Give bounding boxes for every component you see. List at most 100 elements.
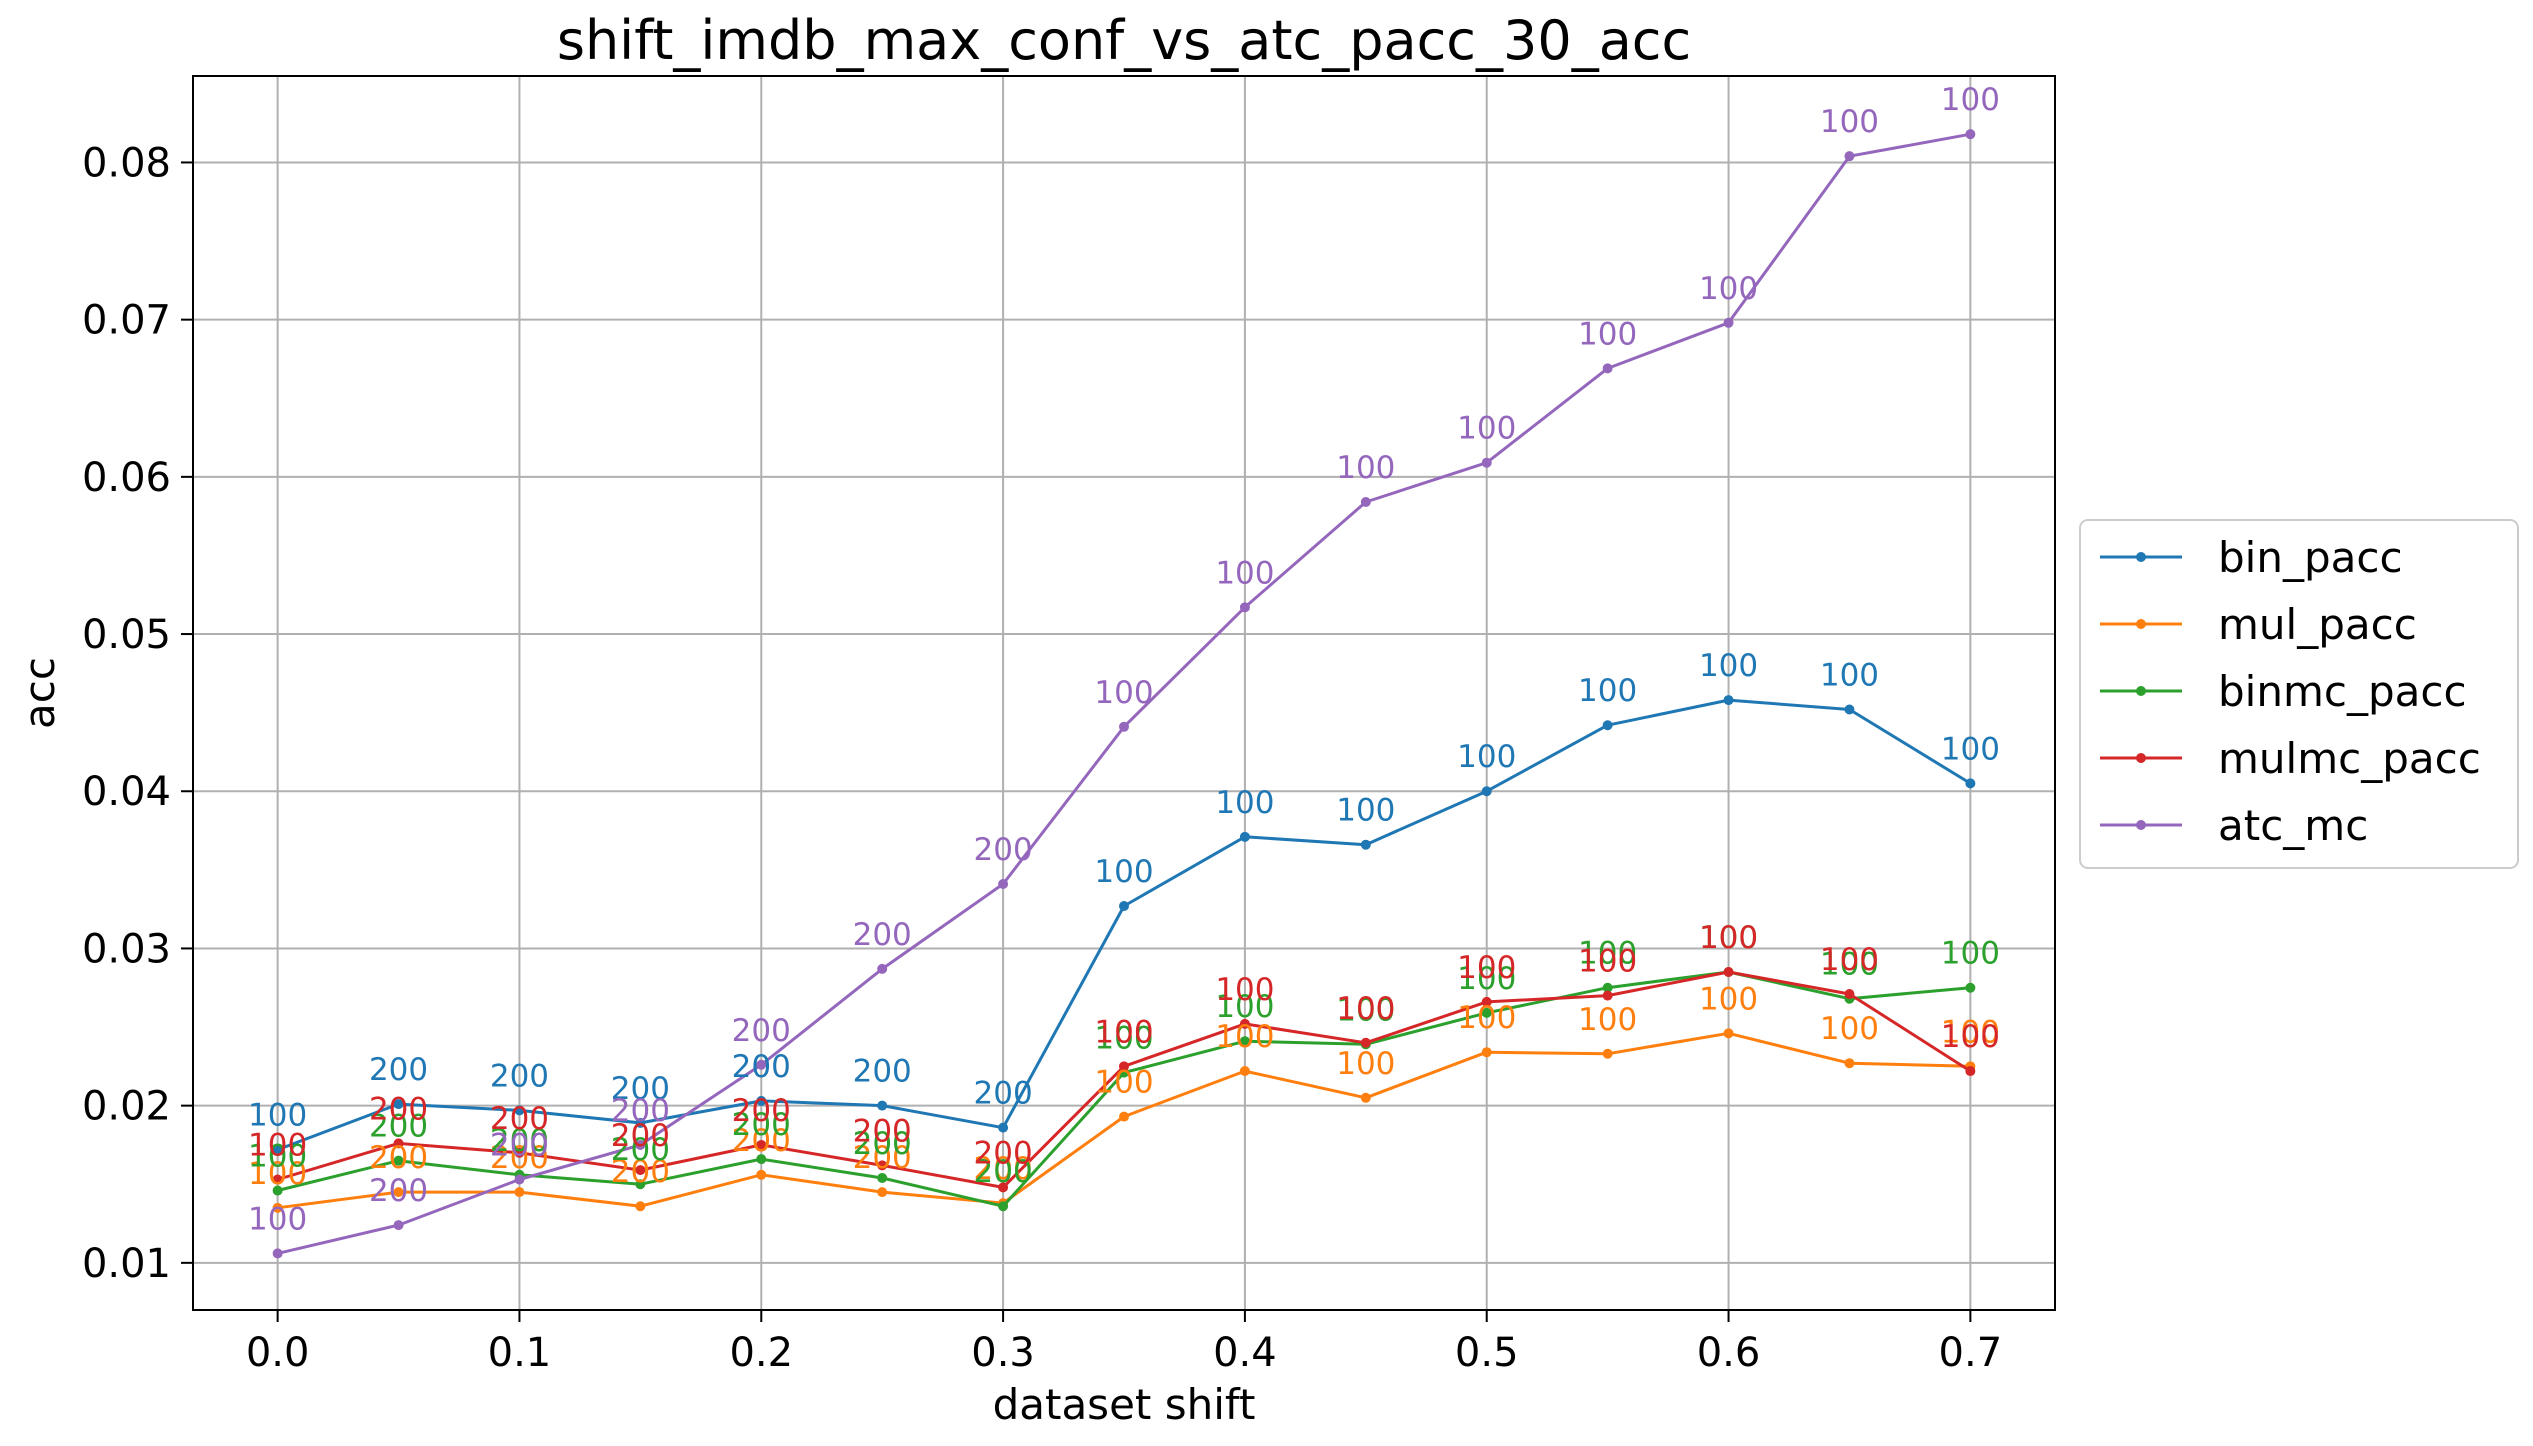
- data-label-binmc_pacc: 100: [1457, 961, 1516, 997]
- data-label-atc_mc: 100: [1094, 675, 1153, 711]
- x-tick-label: 0.0: [246, 1330, 310, 1376]
- data-label-atc_mc: 200: [369, 1173, 428, 1209]
- data-label-binmc_pacc: 100: [248, 1139, 307, 1175]
- x-tick-label: 0.6: [1697, 1330, 1761, 1376]
- data-point-atc_mc: [1723, 317, 1734, 328]
- data-label-bin_pacc: 100: [1941, 731, 2000, 767]
- data-label-bin_pacc: 100: [1699, 648, 1758, 684]
- series-bin_pacc: [272, 695, 1976, 1155]
- legend: bin_pacc mul_pacc binmc_pacc mulmc_pacc atc_…: [2079, 519, 2519, 869]
- data-point-binmc_pacc: [393, 1155, 404, 1166]
- data-point-bin_pacc: [877, 1100, 888, 1111]
- series-mulmc_pacc: [272, 967, 1976, 1193]
- data-label-binmc_pacc: 100: [1699, 920, 1758, 956]
- data-point-mul_pacc: [514, 1187, 525, 1198]
- data-label-binmc_pacc: 100: [1820, 947, 1879, 983]
- data-label-bin_pacc: 100: [1215, 785, 1274, 821]
- data-point-mul_pacc: [1481, 1047, 1492, 1058]
- data-label-bin_pacc: 100: [1457, 739, 1516, 775]
- data-label-bin_pacc: 100: [1820, 658, 1879, 694]
- data-label-mulmc_pacc: 200: [490, 1101, 549, 1137]
- data-point-bin_pacc: [514, 1105, 525, 1116]
- legend-item-bin_pacc: bin_pacc: [2100, 533, 2403, 582]
- data-label-mul_pacc: 200: [369, 1140, 428, 1176]
- data-label-mul_pacc: 100: [1699, 981, 1758, 1017]
- data-point-atc_mc: [1239, 602, 1250, 613]
- data-point-bin_pacc: [756, 1095, 767, 1106]
- data-point-mul_pacc: [1239, 1066, 1250, 1077]
- legend-item-binmc_pacc: binmc_pacc: [2100, 667, 2467, 716]
- data-label-mulmc_pacc: 200: [974, 1135, 1033, 1171]
- grid: [193, 76, 2055, 1310]
- legend-marker-atc_mc: [2136, 820, 2146, 830]
- y-tick-label: 0.05: [82, 612, 171, 658]
- data-point-atc_mc: [1965, 129, 1976, 140]
- legend-label-bin_pacc: bin_pacc: [2218, 533, 2403, 582]
- data-label-atc_mc: 100: [1941, 82, 2000, 118]
- chart-title: shift_imdb_max_conf_vs_atc_pacc_30_acc: [557, 9, 1691, 72]
- data-label-mul_pacc: 200: [490, 1140, 549, 1176]
- data-label-mulmc_pacc: 100: [1820, 942, 1879, 978]
- data-label-atc_mc: 100: [248, 1201, 307, 1237]
- data-label-mul_pacc: 100: [1094, 1065, 1153, 1101]
- data-label-atc_mc: 200: [974, 832, 1033, 868]
- data-label-mulmc_pacc: 200: [853, 1113, 912, 1149]
- data-label-bin_pacc: 200: [490, 1058, 549, 1094]
- legend-marker-mul_pacc: [2136, 619, 2146, 629]
- y-tick-label: 0.06: [82, 455, 171, 501]
- data-label-atc_mc: 100: [1820, 104, 1879, 140]
- data-point-bin_pacc: [1844, 704, 1855, 715]
- data-label-atc_mc: 100: [1215, 555, 1274, 591]
- data-point-binmc_pacc: [1239, 1036, 1250, 1047]
- legend-label-mul_pacc: mul_pacc: [2218, 600, 2417, 649]
- data-point-atc_mc: [1360, 497, 1371, 508]
- data-label-atc_mc: 100: [1336, 450, 1395, 486]
- data-point-binmc_pacc: [1481, 1007, 1492, 1018]
- data-point-mulmc_pacc: [998, 1182, 1009, 1193]
- data-label-mul_pacc: 100: [1336, 1046, 1395, 1082]
- data-label-binmc_pacc: 100: [1578, 936, 1637, 972]
- legend-item-mul_pacc: mul_pacc: [2100, 600, 2417, 649]
- data-point-mul_pacc: [393, 1187, 404, 1198]
- data-point-bin_pacc: [1723, 695, 1734, 706]
- data-label-mul_pacc: 100: [1578, 1002, 1637, 1038]
- data-point-mulmc_pacc: [1602, 990, 1613, 1001]
- data-label-mulmc_pacc: 200: [611, 1118, 670, 1154]
- data-point-mul_pacc: [1602, 1048, 1613, 1059]
- data-point-atc_mc: [1119, 721, 1129, 732]
- data-label-binmc_pacc: 100: [1336, 992, 1395, 1028]
- data-point-bin_pacc: [635, 1117, 646, 1128]
- data-point-mulmc_pacc: [1481, 996, 1492, 1007]
- data-point-binmc_pacc: [635, 1179, 646, 1190]
- data-point-mul_pacc: [272, 1202, 283, 1213]
- data-point-bin_pacc: [393, 1099, 404, 1110]
- data-label-mul_pacc: 100: [1215, 1019, 1274, 1055]
- y-tick-label: 0.03: [82, 926, 171, 972]
- data-label-atc_mc: 200: [853, 917, 912, 953]
- legend-marker-mulmc_pacc: [2136, 753, 2146, 763]
- data-label-binmc_pacc: 200: [611, 1132, 670, 1168]
- y-tick-label: 0.08: [82, 140, 171, 186]
- data-label-atc_mc: 100: [1578, 316, 1637, 352]
- data-point-mul_pacc: [1844, 1058, 1855, 1069]
- series-lines: [272, 129, 1976, 1259]
- data-point-bin_pacc: [1119, 901, 1129, 912]
- data-label-mul_pacc: 200: [974, 1151, 1033, 1187]
- data-label-atc_mc: 100: [1457, 411, 1516, 447]
- data-point-bin_pacc: [998, 1122, 1009, 1133]
- data-label-binmc_pacc: 200: [732, 1107, 791, 1143]
- data-point-bin_pacc: [272, 1144, 283, 1155]
- data-point-mulmc_pacc: [877, 1160, 888, 1171]
- data-label-atc_mc: 200: [732, 1013, 791, 1049]
- x-tick-label: 0.2: [729, 1330, 793, 1376]
- data-label-mulmc_pacc: 100: [1457, 950, 1516, 986]
- x-tick-label: 0.1: [488, 1330, 552, 1376]
- data-point-binmc_pacc: [272, 1185, 283, 1196]
- legend-marker-binmc_pacc: [2136, 686, 2146, 696]
- data-label-bin_pacc: 200: [732, 1049, 791, 1085]
- data-label-mulmc_pacc: 100: [1941, 1019, 2000, 1055]
- data-point-binmc_pacc: [1602, 982, 1613, 993]
- series-atc_mc: [272, 129, 1976, 1259]
- y-tick-label: 0.01: [82, 1241, 171, 1287]
